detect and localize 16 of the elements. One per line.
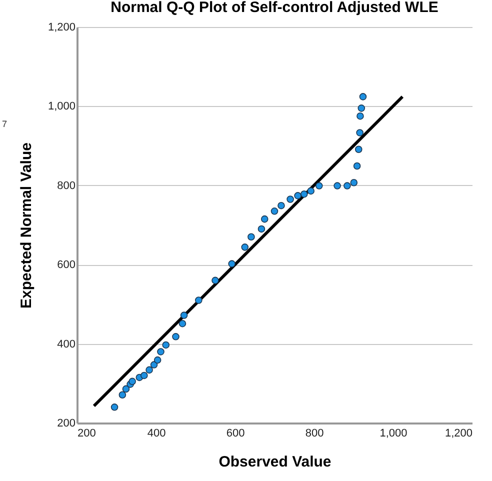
y-tick-label: 400 [57,338,76,350]
x-tick-label: 600 [226,428,245,440]
y-tick-label: 1,000 [48,100,76,113]
y-axis-title: Expected Normal Value [18,142,35,308]
x-tick-label: 800 [305,428,324,440]
text: 7 [2,119,8,129]
y-tick-label: 200 [57,418,76,430]
x-tick-label: 1,200 [444,428,472,440]
x-tick-label: 200 [78,428,96,440]
y-tick-label: 800 [57,180,76,192]
y-tick-label: 600 [57,259,76,272]
chart-title: Normal Q-Q Plot of Self-control Adjusted WLE [110,0,438,16]
x-axis-title: Observed Value [218,454,332,470]
y-tick-label: 1,200 [48,22,76,34]
x-tick-label: 1,000 [380,428,408,440]
x-tick-label: 400 [147,428,166,440]
